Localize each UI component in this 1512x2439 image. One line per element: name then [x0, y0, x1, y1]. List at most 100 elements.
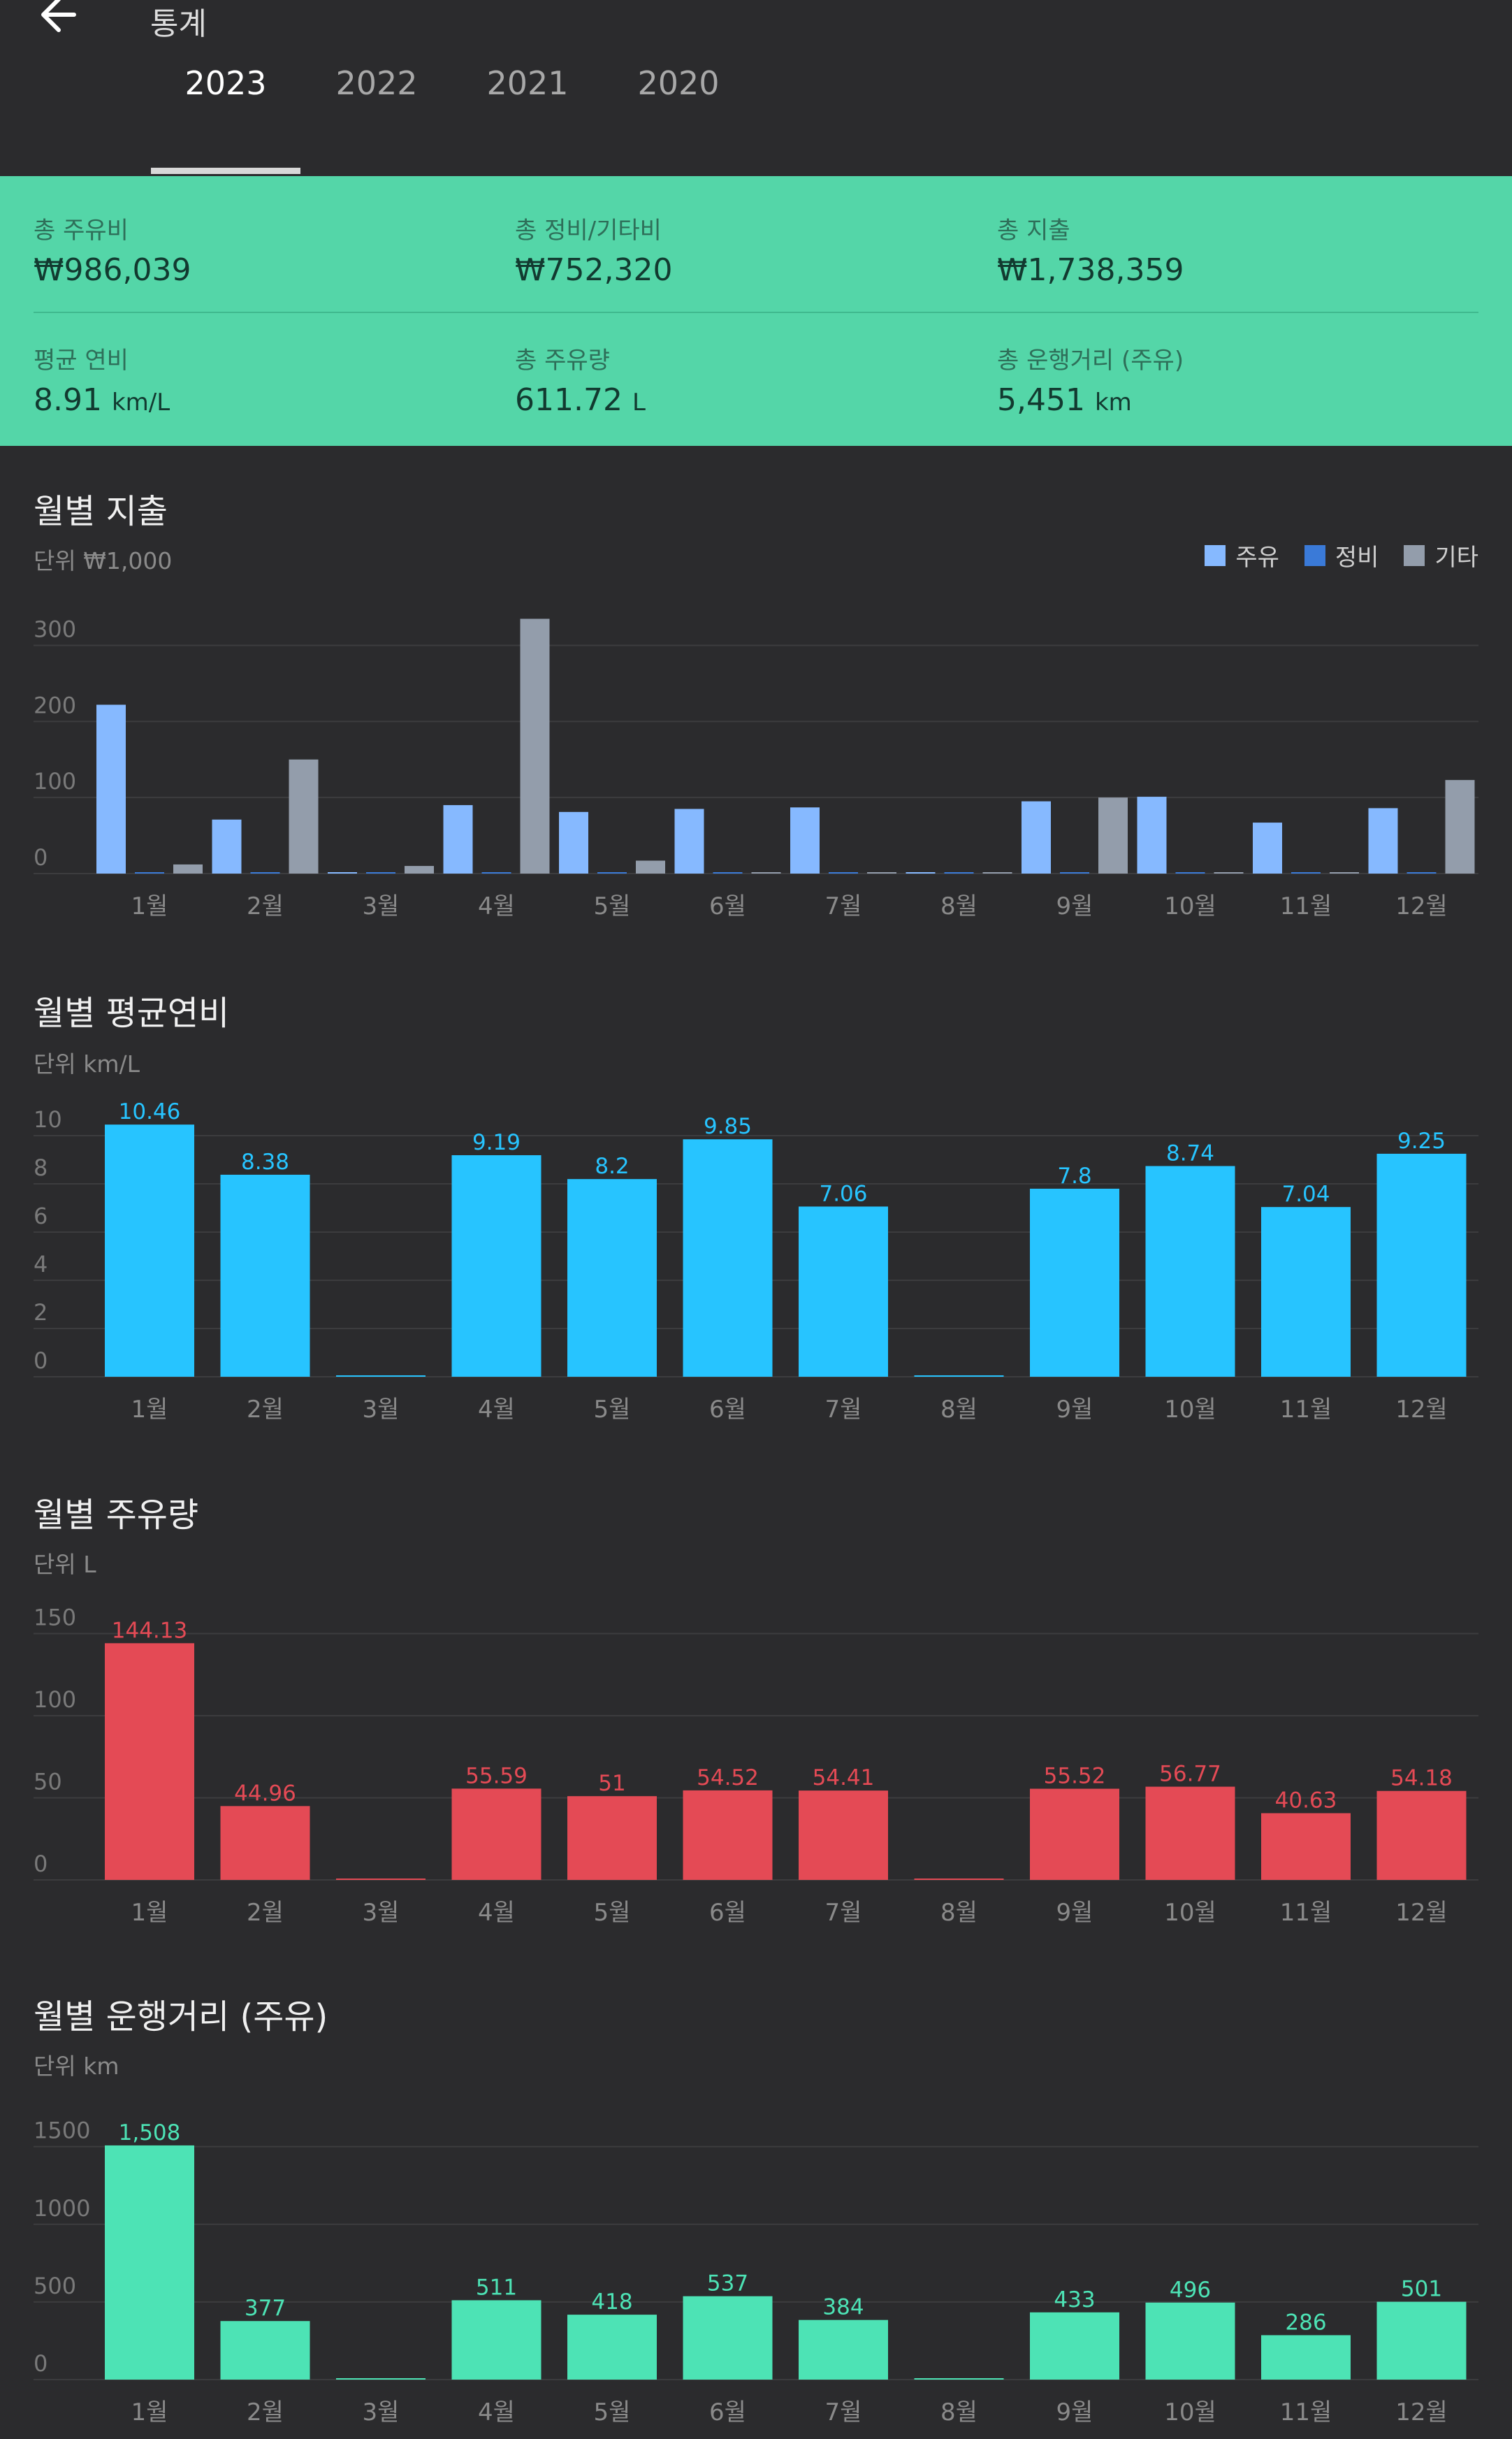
bar: [1030, 1188, 1119, 1377]
x-tick-label: 8월: [940, 892, 977, 920]
summary-unit: L: [632, 389, 646, 417]
x-tick-label: 4월: [478, 1899, 515, 1927]
chart-title-monthly-efficiency: 월별 평균연비: [34, 994, 230, 1033]
bar: [1060, 872, 1089, 874]
summary-label: 총 주유비: [34, 217, 129, 245]
x-tick-label: 10월: [1164, 1396, 1216, 1424]
x-tick-label: 1월: [131, 2398, 168, 2426]
x-tick-label: 12월: [1395, 892, 1448, 920]
bar: [1030, 2312, 1119, 2380]
summary-panel: 총 주유비 ₩986,039 총 정비/기타비 ₩752,320 총 지출 ₩1…: [0, 176, 1512, 446]
bar: [336, 1375, 426, 1377]
summary-fuel-cost: 총 주유비 ₩986,039: [34, 211, 191, 288]
active-tab-indicator: [151, 168, 300, 174]
bar: [135, 872, 164, 874]
data-label: 7.04: [1281, 1182, 1330, 1207]
monthly-distance-chart: 0 500 1000 1500 1,508 1월 377 2월 3월 511 4월 418 5월 537 6…: [34, 2118, 1478, 2426]
bar: [1253, 823, 1282, 874]
bar: [443, 805, 473, 874]
tab-2021[interactable]: 2021: [486, 64, 569, 102]
bar: [451, 1155, 541, 1377]
data-label: 10.46: [119, 1099, 181, 1124]
summary-value: ₩752,320: [515, 252, 673, 288]
chart-unit-monthly-distance: 단위 km: [34, 2053, 119, 2080]
data-label: 433: [1054, 2287, 1095, 2313]
summary-number: 611.72: [515, 382, 623, 418]
bar: [567, 2315, 657, 2380]
tab-2022[interactable]: 2022: [335, 64, 418, 102]
bar: [867, 872, 896, 874]
bar: [1214, 872, 1244, 874]
data-label: 8.74: [1166, 1141, 1214, 1166]
data-label: 55.59: [465, 1763, 528, 1788]
chart-unit-monthly-volume: 단위 L: [34, 1551, 96, 1578]
bar: [799, 1790, 888, 1880]
bar: [1291, 872, 1321, 874]
monthly-spend-chart: 0 100 200 300 1월 2월 3월 4월 5월 6월 7월 8월 9월 10월 11월 12월: [34, 616, 1478, 920]
x-tick-label: 11월: [1280, 892, 1332, 920]
bar: [173, 864, 203, 874]
bar: [636, 860, 665, 874]
bar: [1445, 780, 1475, 874]
data-label: 44.96: [234, 1781, 296, 1806]
x-tick-label: 9월: [1056, 892, 1093, 920]
bar: [1137, 797, 1167, 874]
summary-label: 평균 연비: [34, 347, 129, 375]
summary-label: 총 주유량: [515, 347, 610, 375]
data-label: 56.77: [1159, 1762, 1221, 1787]
chart-title-monthly-spend: 월별 지출: [34, 492, 168, 531]
summary-divider: [34, 312, 1478, 313]
summary-label: 총 정비/기타비: [515, 217, 662, 245]
x-tick-label: 5월: [594, 892, 631, 920]
bar: [105, 2145, 194, 2380]
summary-value: 611.72 L: [515, 382, 646, 418]
x-tick-label: 9월: [1056, 1396, 1093, 1424]
year-tabs: 2023 2022 2021 2020: [0, 42, 1512, 176]
data-label: 55.52: [1044, 1764, 1106, 1789]
back-arrow-icon[interactable]: [39, 0, 78, 39]
bar: [790, 807, 820, 874]
x-tick-label: 9월: [1056, 1899, 1093, 1927]
data-label: 54.18: [1390, 1766, 1453, 1791]
chart-unit-monthly-spend: 단위 ₩1,000: [34, 547, 173, 574]
bar: [1376, 1790, 1467, 1880]
bar: [567, 1796, 657, 1880]
legend-item-other: 기타: [1404, 538, 1478, 572]
tab-2020[interactable]: 2020: [637, 64, 720, 102]
legend-swatch-fuel: [1205, 544, 1226, 566]
bar: [212, 819, 242, 874]
data-label: 537: [707, 2271, 748, 2296]
bar: [336, 2378, 426, 2380]
bar: [105, 1124, 194, 1377]
x-tick-label: 4월: [478, 1396, 515, 1424]
bar: [914, 1879, 1004, 1880]
bar: [1261, 2335, 1351, 2380]
tab-2023[interactable]: 2023: [184, 64, 267, 102]
x-tick-label: 8월: [940, 1396, 977, 1424]
bar: [1261, 1207, 1351, 1377]
x-tick-label: 4월: [478, 892, 515, 920]
bar: [481, 872, 511, 874]
bar: [906, 872, 936, 874]
legend-swatch-other: [1404, 544, 1425, 566]
chart-legend: 주유 정비 기타: [1205, 538, 1478, 572]
x-tick-label: 9월: [1056, 2398, 1093, 2426]
summary-total-fuel: 총 주유량 611.72 L: [515, 341, 646, 418]
bar: [1330, 872, 1359, 874]
bar: [1261, 1813, 1351, 1880]
bar: [96, 704, 126, 874]
x-tick-label: 3월: [363, 1899, 400, 1927]
y-tick-label: 300: [34, 616, 76, 643]
summary-total-distance: 총 운행거리 (주유) 5,451 km: [997, 341, 1184, 418]
y-tick-label: 1500: [34, 2118, 90, 2144]
x-tick-label: 12월: [1395, 2398, 1448, 2426]
y-tick-label: 50: [34, 1769, 62, 1795]
y-tick-label: 0: [34, 1851, 48, 1877]
data-label: 384: [822, 2295, 864, 2320]
x-tick-label: 1월: [131, 892, 168, 920]
x-tick-label: 4월: [478, 2398, 515, 2426]
y-tick-label: 4: [34, 1251, 48, 1278]
bar: [982, 872, 1012, 874]
chart-title-monthly-volume: 월별 주유량: [34, 1496, 199, 1535]
bar: [914, 2378, 1004, 2380]
